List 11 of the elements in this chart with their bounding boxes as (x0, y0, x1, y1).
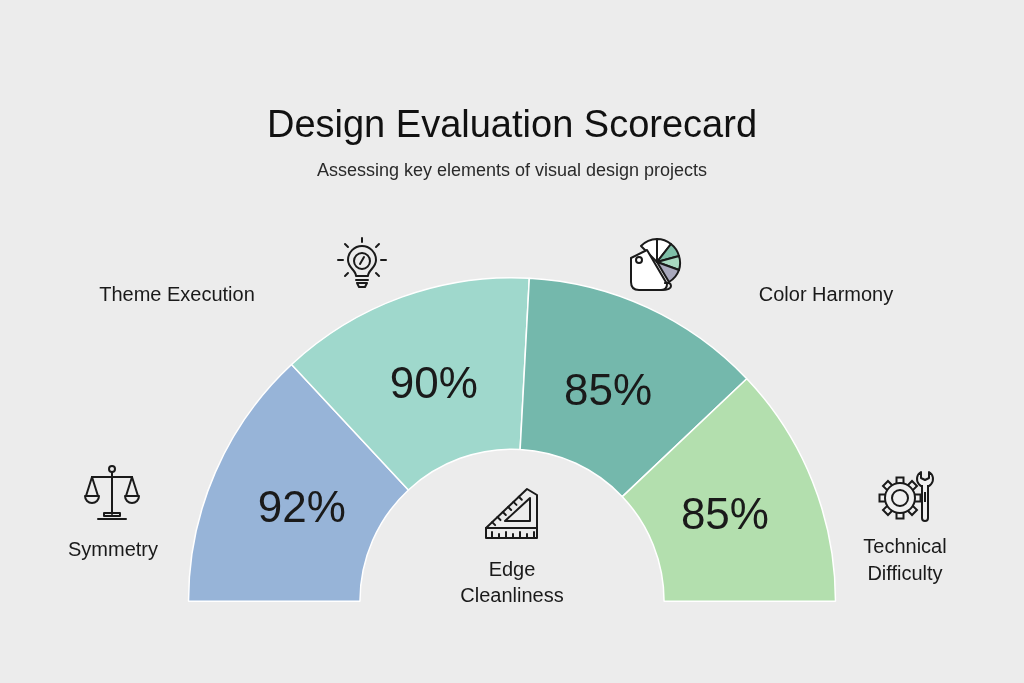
data-label: 90% (389, 357, 478, 407)
slice-label: Theme Execution (98, 281, 256, 307)
slice-label: Symmetry (67, 536, 159, 562)
slice-label: Technical Difficulty (862, 534, 948, 586)
chart-title: Design Evaluation Scorecard (265, 102, 759, 147)
chart-subtitle: Assessing key elements of visual design projects (315, 159, 709, 181)
text: Edge Cleanliness (459, 557, 565, 608)
data-label: 92% (257, 481, 346, 531)
slice-label: Color Harmony (757, 281, 895, 307)
data-label: 85% (680, 488, 769, 538)
data-label: 85% (564, 365, 653, 415)
